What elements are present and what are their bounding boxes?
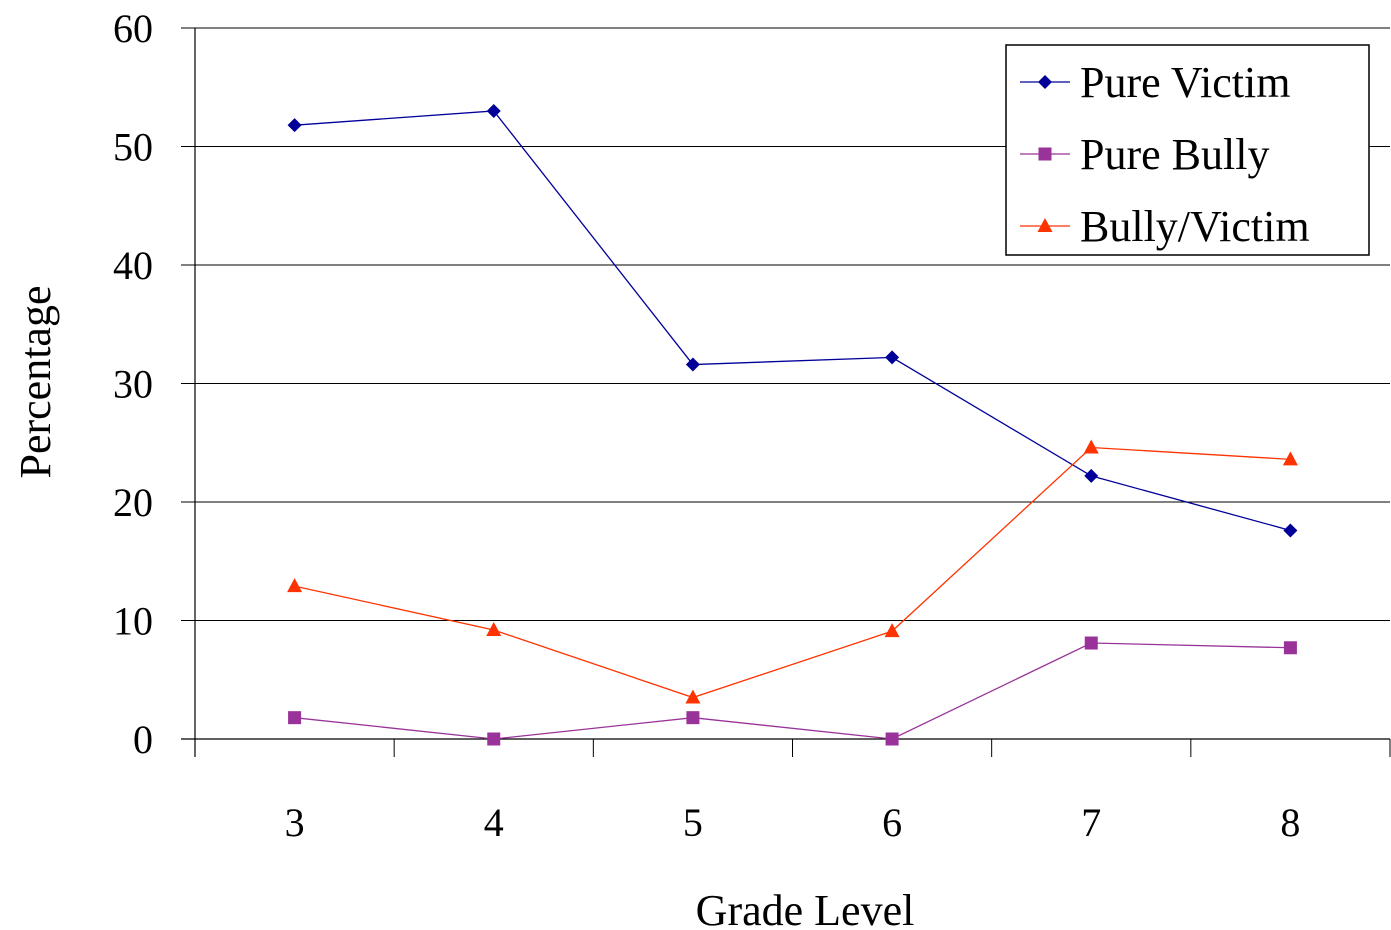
legend-label: Pure Bully [1080, 130, 1269, 179]
x-tick-label: 8 [1280, 800, 1300, 845]
axes [181, 27, 1391, 757]
legend-box [1005, 44, 1370, 256]
data-point [287, 118, 302, 133]
y-tick-label: 40 [113, 243, 153, 288]
data-point [287, 578, 303, 593]
x-tick-label: 7 [1081, 800, 1101, 845]
x-tick-labels: 3 4 5 6 7 8 [285, 800, 1301, 845]
legend-marker [1037, 218, 1053, 232]
series-bully-victim [287, 439, 1298, 704]
data-point [885, 350, 900, 365]
legend-label: Pure Victim [1080, 58, 1290, 107]
data-point [486, 621, 502, 636]
series-line [294, 446, 1291, 699]
legend-item: Pure Bully [1020, 130, 1269, 179]
data-point [1083, 439, 1099, 454]
gridlines [195, 27, 1390, 621]
legend-label: Bully/Victim [1080, 202, 1310, 251]
y-tick-label: 10 [113, 599, 153, 644]
data-point [486, 103, 501, 118]
data-point [685, 357, 700, 372]
data-point [1283, 641, 1297, 655]
y-axis-title: Percentage [11, 286, 60, 479]
series-pure-victim [287, 103, 1298, 538]
data-point [288, 711, 302, 725]
y-tick-label: 60 [113, 6, 153, 51]
x-tick-label: 6 [882, 800, 902, 845]
y-tick-label: 30 [113, 362, 153, 407]
data-point [685, 689, 701, 704]
data-point [1283, 523, 1298, 538]
legend-marker [1038, 75, 1052, 89]
y-tick-label: 0 [133, 717, 153, 762]
series-pure-bully [288, 636, 1297, 746]
data-point [487, 732, 501, 746]
series-group [287, 103, 1298, 746]
data-point [1084, 468, 1099, 483]
x-tick-label: 3 [285, 800, 305, 845]
x-axis-title: Grade Level [696, 886, 915, 930]
y-tick-label: 50 [113, 125, 153, 170]
series-line [294, 110, 1291, 532]
data-point [686, 711, 700, 725]
x-tick-label: 4 [484, 800, 504, 845]
series-line [294, 642, 1291, 740]
x-tick-label: 5 [683, 800, 703, 845]
data-point [885, 732, 899, 746]
legend-item: Bully/Victim [1020, 202, 1310, 251]
data-point [1084, 636, 1098, 650]
legend-item: Pure Victim [1020, 58, 1290, 107]
data-point [1282, 451, 1298, 466]
y-tick-label: 20 [113, 480, 153, 525]
legend-marker [1038, 147, 1052, 161]
data-point [884, 623, 900, 638]
legend: Pure Victim Pure Bully Bully/Victim [1005, 44, 1370, 256]
y-tick-labels: 0 10 20 30 40 50 60 [113, 6, 153, 762]
